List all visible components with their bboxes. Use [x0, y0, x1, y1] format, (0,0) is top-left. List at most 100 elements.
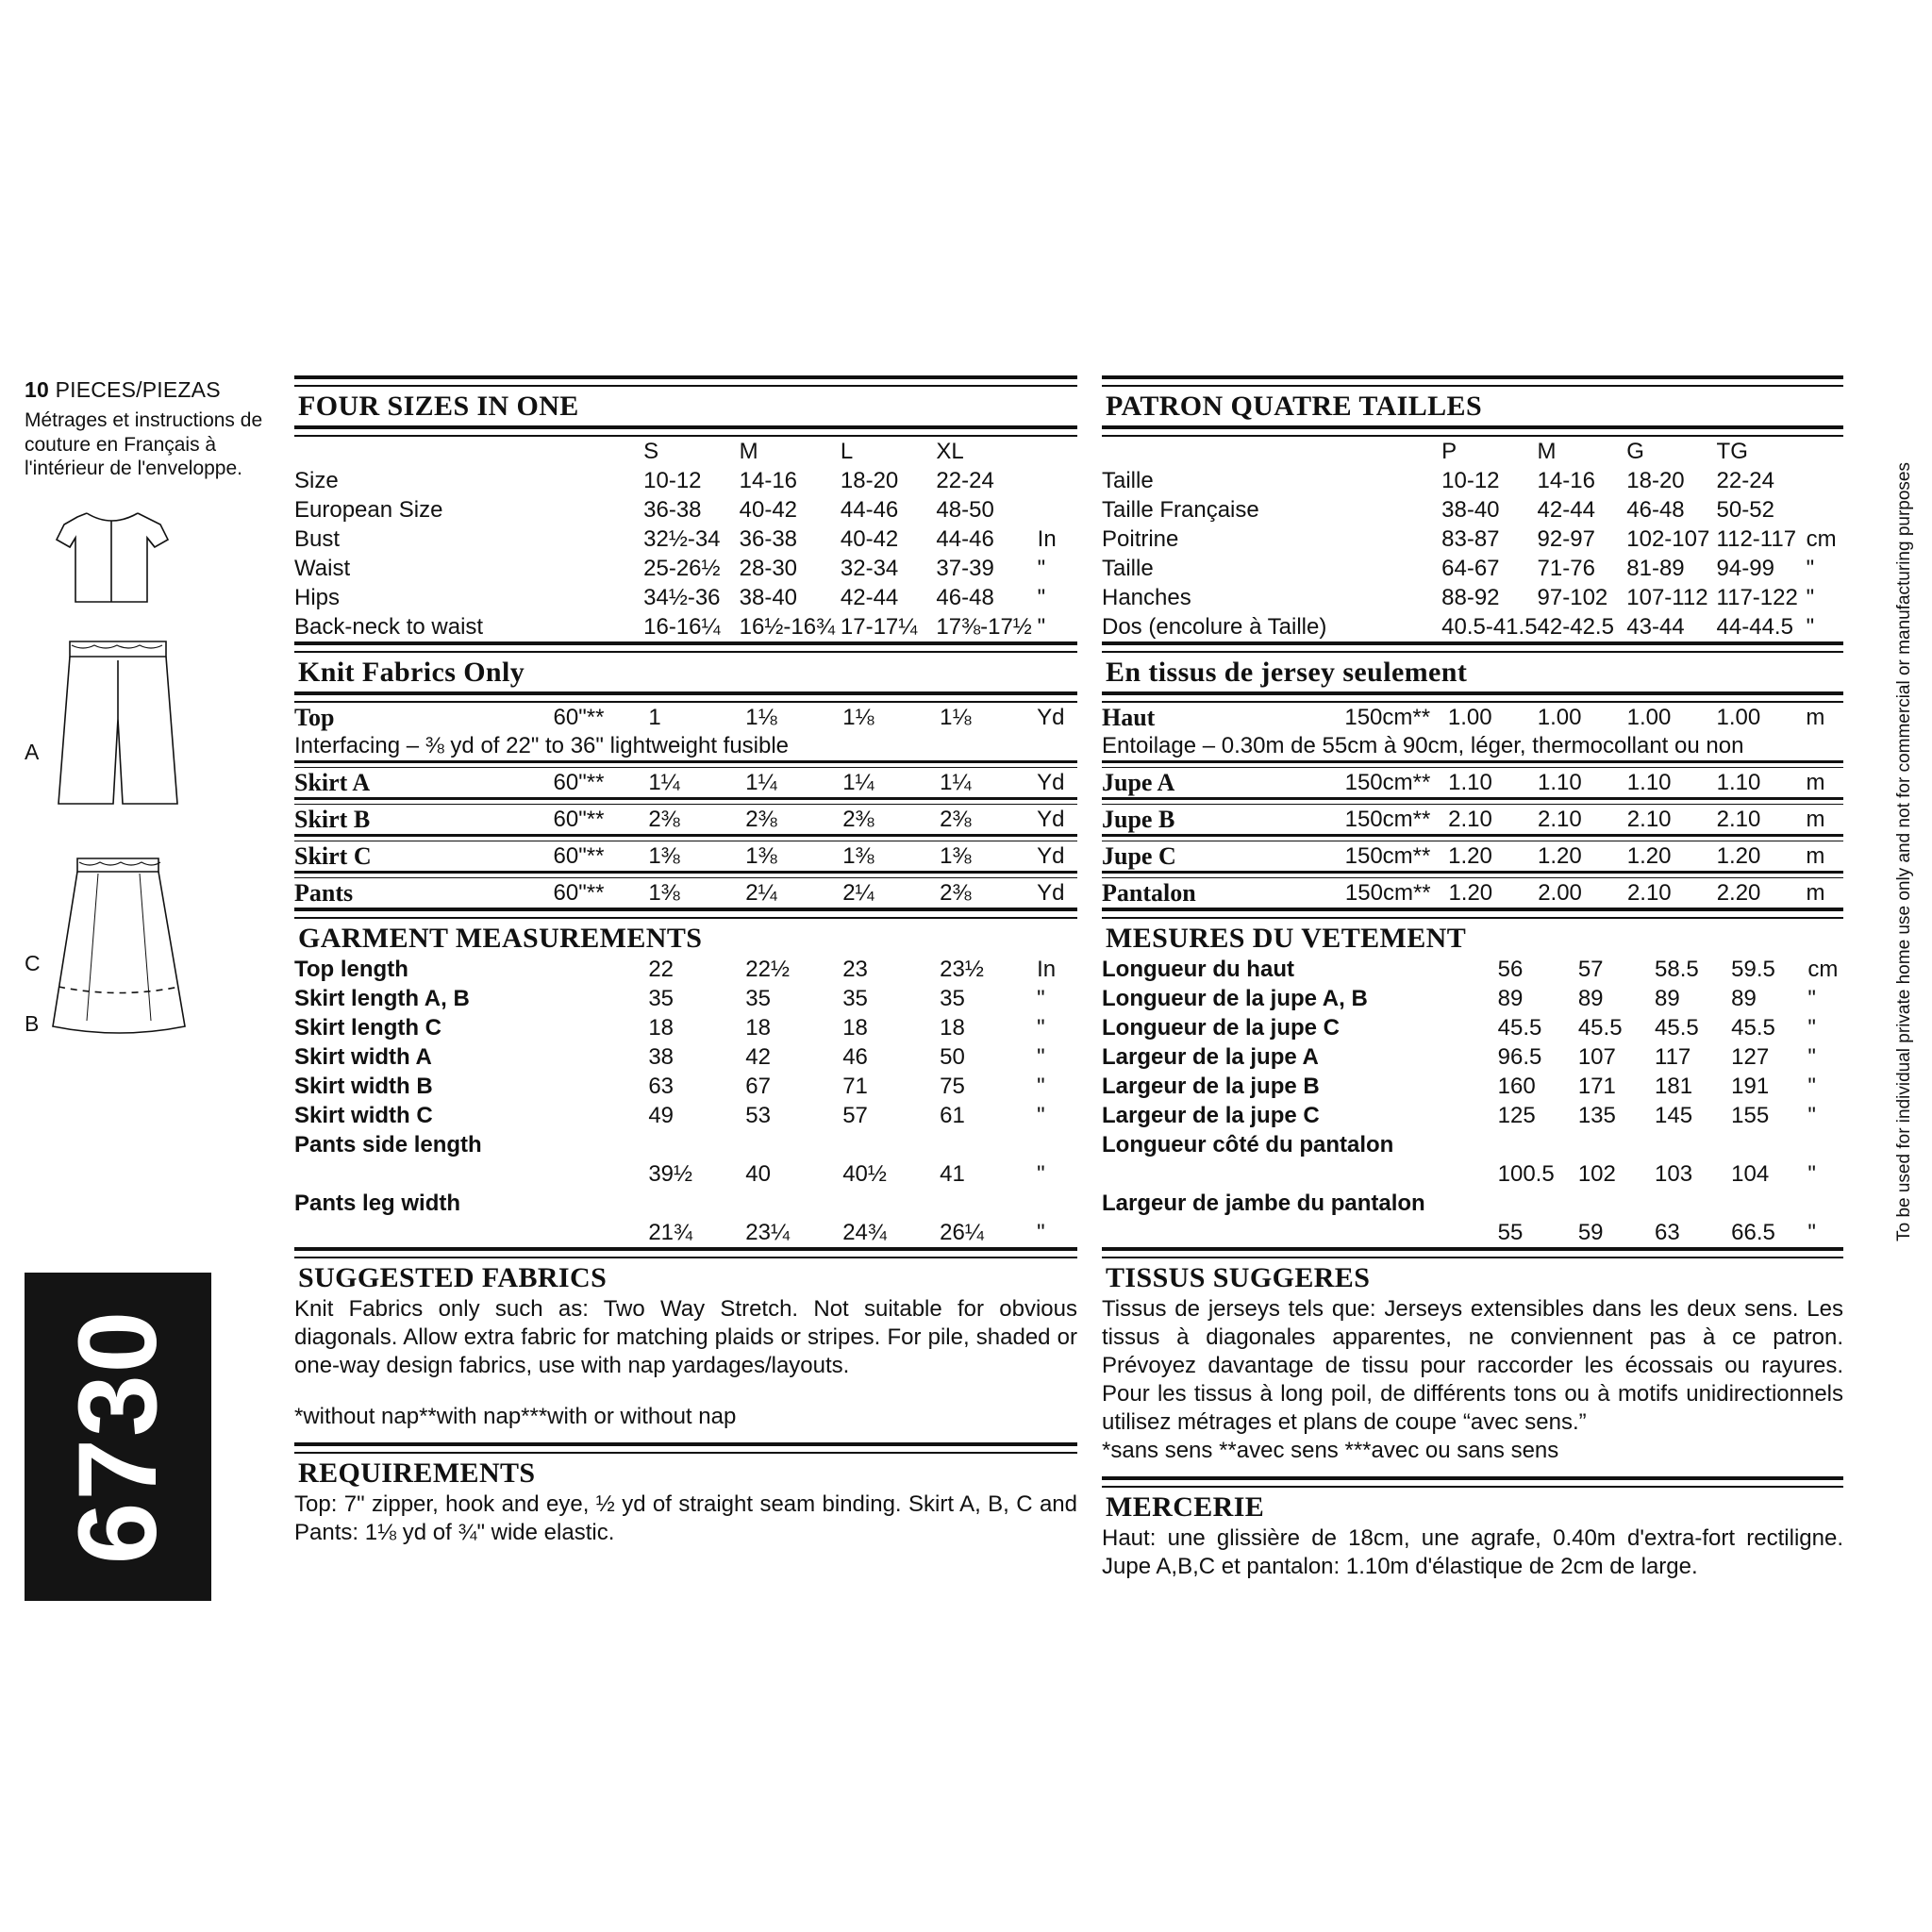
size-header-m: M: [739, 439, 758, 464]
fr-size-row-5-m: 42-42.5: [1537, 614, 1614, 640]
garment-row-3-s: 38: [648, 1044, 675, 1070]
spacer: [294, 1380, 1077, 1403]
size-row-4-m: 38-40: [739, 585, 798, 610]
yardage-row-0-m: 1⅛: [745, 705, 777, 730]
fr-garment-row-1-label: Longueur de la jupe A, B: [1102, 986, 1368, 1011]
table-row: Longueur de la jupe A, B 89 89 89 89 ": [1102, 984, 1843, 1013]
garment-row-5-label: Skirt width C: [294, 1103, 433, 1128]
fr-garment-row-7-g: 63: [1655, 1220, 1680, 1245]
yardage-row-4-s: 1⅜: [648, 880, 680, 906]
table-row: Skirt length A, B 35 35 35 35 ": [294, 984, 1077, 1013]
rule-fr-requirements: [1102, 1476, 1843, 1488]
legal-notice-text: To be used for individual private home u…: [1894, 462, 1914, 1241]
garment-row-6-s: 39½: [648, 1161, 693, 1187]
yardage-row-3-xl: 1⅜: [940, 843, 972, 869]
rule-en-knit-bottom: [294, 691, 1077, 703]
fr-size-row-2-unit: cm: [1806, 526, 1837, 552]
english-yardage-table-top: Top 60"** 1 1⅛ 1⅛ 1⅛ Yd: [294, 703, 1077, 732]
garment-row-4-xl: 75: [940, 1074, 965, 1099]
fr-yardage-row-4-label: Pantalon: [1102, 879, 1196, 907]
size-row-3-s: 25-26½: [643, 556, 721, 581]
fr-garment-row-2-p: 45.5: [1497, 1015, 1542, 1041]
size-row-5-xl: 17⅜-17½: [936, 614, 1032, 640]
yardage-row-2-l: 2⅜: [842, 807, 874, 832]
fr-size-row-1-tg: 50-52: [1716, 497, 1774, 523]
table-row: Largeur de la jupe B 160 171 181 191 ": [1102, 1072, 1843, 1101]
fr-garment-row-2-m: 45.5: [1577, 1015, 1623, 1041]
fr-garment-row-0-p: 56: [1497, 957, 1524, 982]
yardage-row-2-width: 60"**: [553, 807, 605, 832]
yardage-row-4-xl: 2⅜: [940, 880, 972, 906]
fr-garment-row-6-label: Longueur côté du pantalon: [1102, 1132, 1394, 1158]
fr-size-row-5-p: 40.5-41.5: [1441, 614, 1538, 640]
yardage-row-0-l: 1⅛: [842, 705, 874, 730]
fr-garment-row-6-p: 100.5: [1497, 1161, 1555, 1187]
yardage-row-2-xl: 2⅜: [940, 807, 972, 832]
garment-row-1-xl: 35: [940, 986, 965, 1011]
table-row: Pants side length: [294, 1130, 1077, 1159]
fr-yardage-row-3-unit: m: [1806, 843, 1825, 869]
french-title: PATRON QUATRE TAILLES: [1106, 391, 1483, 422]
size-row-2-xl: 44-46: [936, 526, 994, 552]
table-row: Bust 32½-34 36-38 40-42 44-46 In: [294, 525, 1077, 554]
sketch-top: [25, 502, 270, 615]
size-row-label-4: Hips: [294, 585, 341, 610]
english-column: FOUR SIZES IN ONE S M L XL Size 10-12 14…: [294, 375, 1077, 1547]
table-row: Largeur de la jupe A 96.5 107 117 127 ": [1102, 1042, 1843, 1072]
size-row-0-s: 10-12: [643, 468, 702, 493]
fr-garment-row-6-m: 102: [1577, 1161, 1616, 1187]
rule-fr-jupe-b: [1102, 797, 1843, 805]
french-fabrics-body: Tissus de jerseys tels que: Jerseys exte…: [1102, 1296, 1843, 1435]
sketch-skirt: C B: [25, 845, 270, 1038]
rule-fr-garment: [1102, 908, 1843, 919]
fr-yardage-row-1-m: 1.10: [1537, 770, 1582, 795]
fr-size-row-2-p: 83-87: [1441, 526, 1500, 552]
english-fabric-section-title: Knit Fabrics Only: [298, 657, 525, 688]
english-yardage-table-pants: Pants 60"** 1⅜ 2¼ 2¼ 2⅜ Yd: [294, 878, 1077, 908]
table-row: Pantalon 150cm** 1.20 2.00 2.10 2.20 m: [1102, 878, 1843, 908]
spacer: [294, 1431, 1077, 1442]
garment-row-7-label: Pants leg width: [294, 1191, 461, 1216]
yardage-row-4-width: 60"**: [553, 880, 605, 906]
fr-size-row-3-g: 81-89: [1626, 556, 1685, 581]
table-row: Top length 22 22½ 23 23½ In: [294, 955, 1077, 984]
garment-row-1-unit: ": [1037, 986, 1045, 1011]
french-yardage-table-pantalon: Pantalon 150cm** 1.20 2.00 2.10 2.20 m: [1102, 878, 1843, 908]
fr-yardage-row-4-tg: 2.20: [1716, 880, 1761, 906]
english-yardage-table-skirt-c: Skirt C 60"** 1⅜ 1⅜ 1⅜ 1⅜ Yd: [294, 841, 1077, 871]
size-header-blank: [294, 437, 550, 466]
fr-size-row-label-1: Taille Française: [1102, 497, 1259, 523]
table-row: Largeur de la jupe C 125 135 145 155 ": [1102, 1101, 1843, 1130]
pieces-label: PIECES/PIEZAS: [55, 377, 221, 402]
fr-yardage-row-2-label: Jupe B: [1102, 806, 1175, 833]
fr-size-row-4-m: 97-102: [1537, 585, 1608, 610]
size-row-0-xl: 22-24: [936, 468, 994, 493]
pieces-count-line: 10 PIECES/PIEZAS: [25, 377, 270, 403]
fr-yardage-row-1-g: 1.10: [1626, 770, 1672, 795]
fr-garment-row-0-g: 58.5: [1655, 957, 1699, 982]
table-row: Haut 150cm** 1.00 1.00 1.00 1.00 m: [1102, 703, 1843, 732]
fr-size-row-3-unit: ": [1806, 556, 1815, 581]
yardage-row-1-xl: 1¼: [940, 770, 972, 795]
fr-size-header-g: G: [1626, 439, 1644, 464]
fr-yardage-row-1-tg: 1.10: [1716, 770, 1761, 795]
french-nap-note: *sans sens **avec sens ***avec ou sans s…: [1102, 1438, 1559, 1463]
garment-row-3-label: Skirt width A: [294, 1044, 432, 1070]
fr-yardage-row-1-label: Jupe A: [1102, 769, 1175, 796]
garment-row-2-m: 18: [745, 1015, 771, 1041]
fr-garment-row-1-unit: ": [1807, 986, 1816, 1011]
size-header-xl: XL: [936, 439, 964, 464]
garment-row-6-l: 40½: [842, 1161, 887, 1187]
table-row: Pants leg width: [294, 1189, 1077, 1218]
table-row: Skirt width B 63 67 71 75 ": [294, 1072, 1077, 1101]
yardage-row-0-unit: Yd: [1037, 705, 1065, 730]
size-row-4-xl: 46-48: [936, 585, 994, 610]
table-row: Skirt width C 49 53 57 61 ": [294, 1101, 1077, 1130]
size-row-label-2: Bust: [294, 526, 341, 552]
rule-en-top: [294, 375, 1077, 387]
garment-row-5-s: 49: [648, 1103, 675, 1128]
fr-garment-row-7-unit: ": [1807, 1220, 1816, 1245]
fr-garment-row-7-p: 55: [1497, 1220, 1524, 1245]
size-row-1-xl: 48-50: [936, 497, 994, 523]
fr-yardage-row-0-p: 1.00: [1447, 705, 1492, 730]
